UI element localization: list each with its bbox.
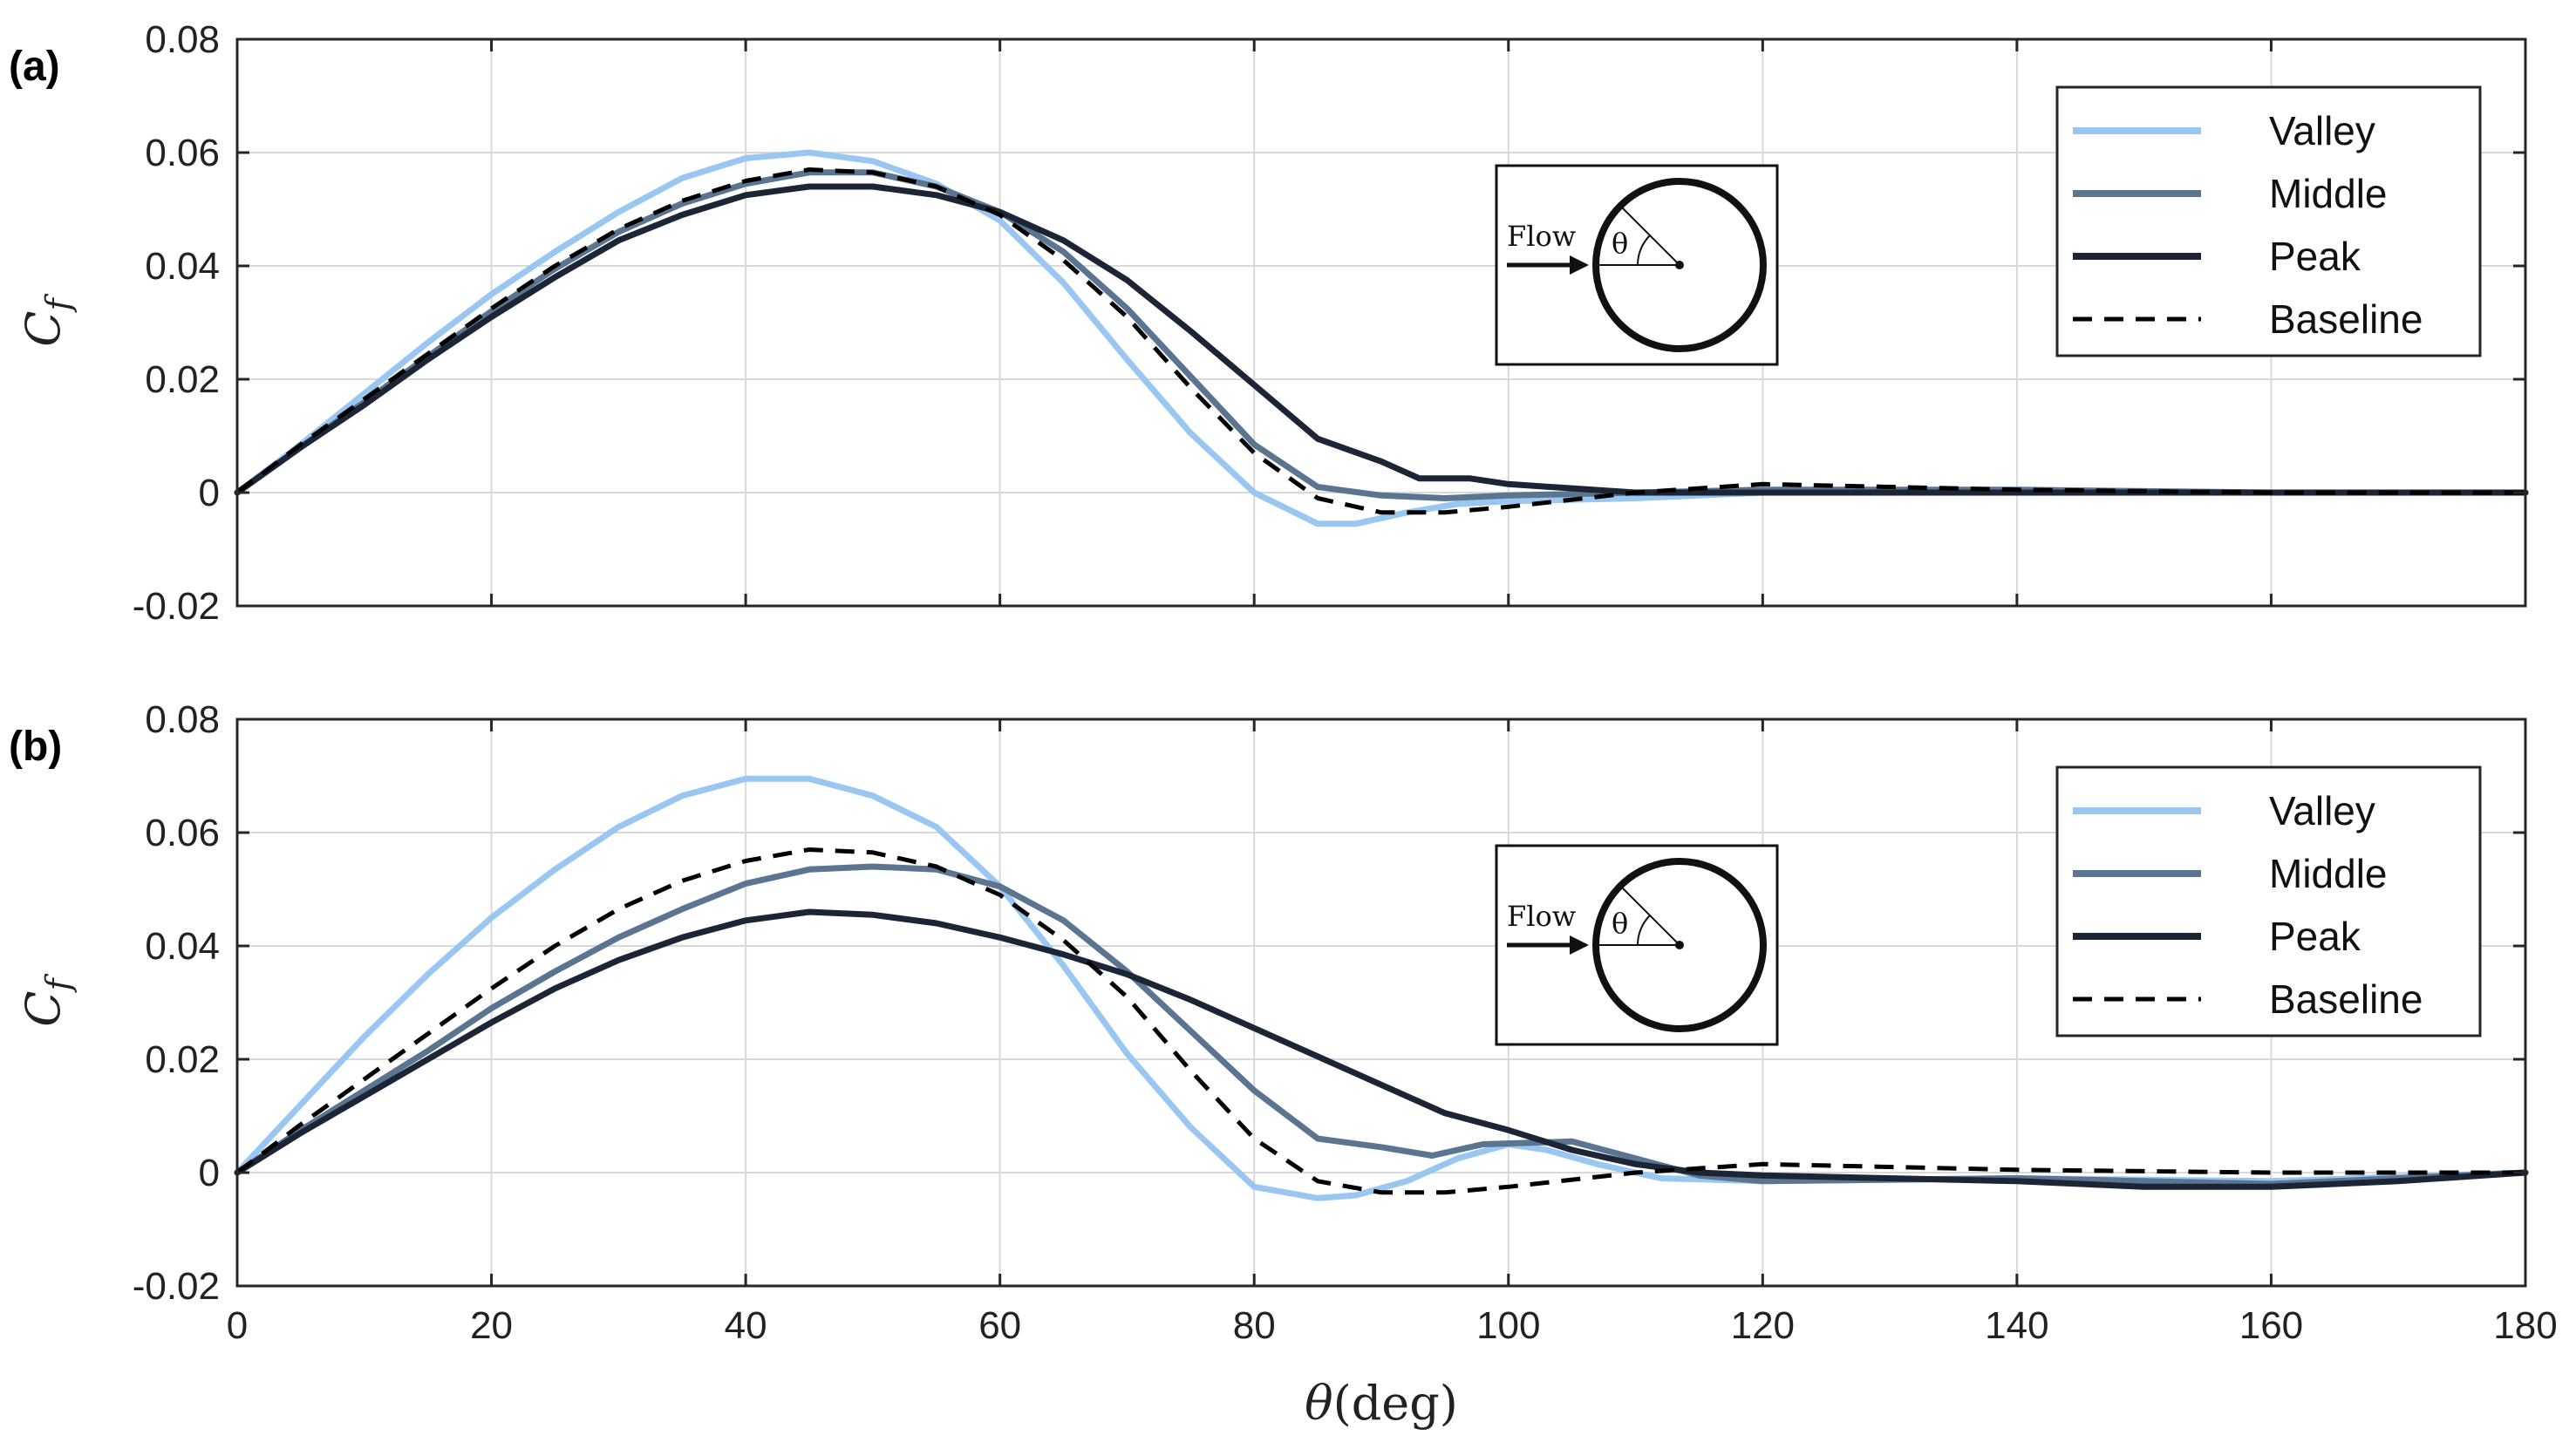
angle-arc xyxy=(1636,915,1651,946)
legend: Valley Middle Peak Baseline xyxy=(2055,765,2482,1037)
legend-label-valley: Valley xyxy=(2269,788,2375,833)
y-axis-label-main: C xyxy=(16,310,71,346)
y-tick-label: 0.08 xyxy=(145,18,220,61)
x-tick-label: 60 xyxy=(978,1304,1021,1347)
y-tick-label: 0 xyxy=(199,472,220,514)
series-line-peak xyxy=(234,908,2529,1190)
x-tick-label: 40 xyxy=(725,1304,767,1347)
series-line-baseline xyxy=(235,167,2525,515)
panel-label: (b) xyxy=(9,724,62,770)
angle-arc xyxy=(1636,235,1651,266)
legend-label-middle: Middle xyxy=(2269,851,2388,896)
plot-frame xyxy=(235,37,2527,608)
y-axis-label: Cf xyxy=(16,293,78,346)
legend-label-middle: Middle xyxy=(2269,171,2388,216)
y-tick-label: -0.02 xyxy=(133,1265,220,1308)
flow-inset: Flow θ xyxy=(1495,164,1779,366)
plot-frame xyxy=(235,718,2527,1288)
y-tick-label: 0.06 xyxy=(145,132,220,174)
x-axis-label-unit: (deg) xyxy=(1333,1376,1458,1431)
panel-label: (a) xyxy=(9,44,60,90)
y-tick-label: -0.02 xyxy=(133,585,220,628)
series-line-valley xyxy=(234,775,2529,1201)
legend-label-baseline: Baseline xyxy=(2269,296,2423,342)
y-tick-label: 0.06 xyxy=(145,812,220,854)
x-axis-label: θ(deg) xyxy=(1305,1376,1458,1431)
series-line-baseline xyxy=(235,847,2525,1195)
x-tick-label: 20 xyxy=(470,1304,513,1347)
flow-label: Flow xyxy=(1507,900,1576,933)
legend-label-baseline: Baseline xyxy=(2269,976,2423,1022)
series-line-peak xyxy=(234,183,2529,496)
x-tick-label: 160 xyxy=(2239,1304,2303,1347)
legend-label-peak: Peak xyxy=(2269,234,2361,279)
x-tick-label: 180 xyxy=(2493,1304,2557,1347)
y-tick-label: 0.02 xyxy=(145,358,220,401)
flow-arrow-icon xyxy=(1570,255,1589,275)
x-tick-label: 120 xyxy=(1731,1304,1795,1347)
y-tick-label: 0.08 xyxy=(145,698,220,741)
flow-arrow-icon xyxy=(1570,935,1589,955)
flow-inset: Flow θ xyxy=(1495,844,1779,1046)
y-tick-label: 0.04 xyxy=(145,245,220,288)
angle-label: θ xyxy=(1612,907,1628,940)
chart-panel-a: -0.02 0 0.02 0.04 0.06 0.08 (a) Cf Flow θ Valley Mi… xyxy=(9,18,2529,628)
y-tick-label: 0 xyxy=(199,1152,220,1194)
legend-label-peak: Peak xyxy=(2269,914,2361,959)
y-tick-label: 0.04 xyxy=(145,925,220,968)
x-axis-label-symbol: θ xyxy=(1305,1376,1333,1431)
series-line-valley xyxy=(234,149,2529,527)
x-tick-label: 80 xyxy=(1233,1304,1276,1347)
x-tick-label: 100 xyxy=(1476,1304,1540,1347)
angle-label: θ xyxy=(1612,227,1628,260)
flow-label: Flow xyxy=(1507,220,1576,253)
y-tick-label: 0.02 xyxy=(145,1038,220,1081)
legend-label-valley: Valley xyxy=(2269,108,2375,153)
chart-panel-b: 0 20 40 60 80 100 120 140 160 180-0.0200.020.040.… xyxy=(9,698,2558,1431)
y-axis-label-main: C xyxy=(16,990,71,1026)
legend: Valley Middle Peak Baseline xyxy=(2055,85,2482,357)
x-tick-label: 140 xyxy=(1985,1304,2048,1347)
x-tick-label: 0 xyxy=(227,1304,248,1347)
